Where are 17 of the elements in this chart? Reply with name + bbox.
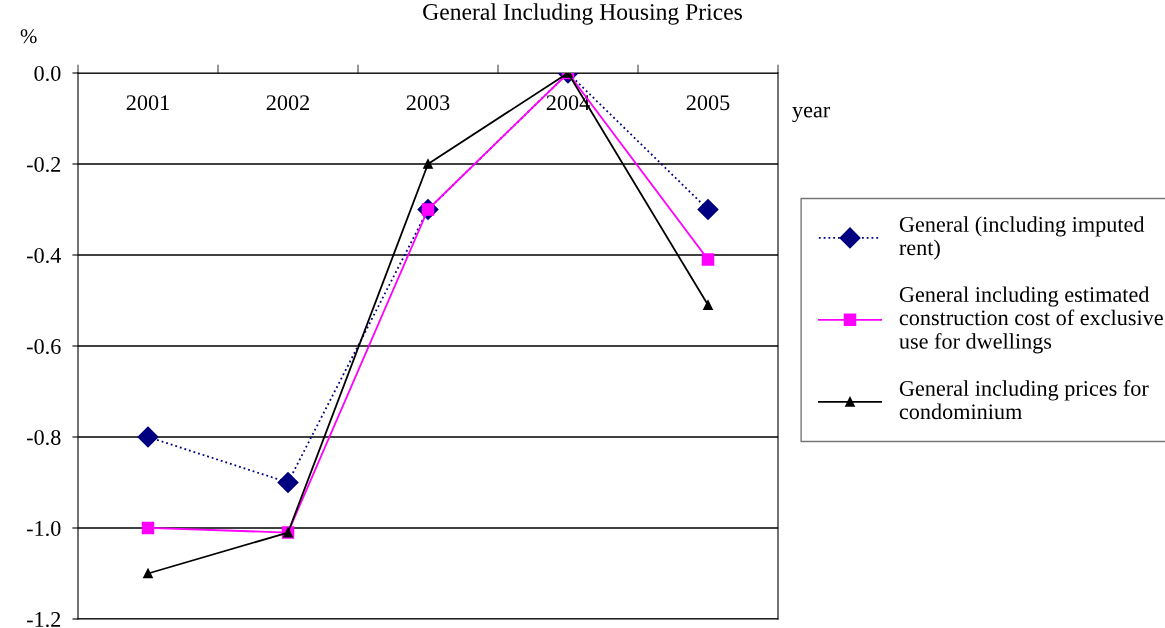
y-tick-label: -0.4 (26, 247, 61, 264)
y-tick-label: -0.6 (26, 338, 61, 355)
legend-label: General including prices for condominium (899, 380, 1149, 420)
y-tick-label: 0.0 (34, 65, 61, 82)
legend-label: General (including imputed rent) (899, 216, 1145, 260)
x-axis-title: year (792, 106, 831, 123)
x-tick-label: 2003 (406, 95, 450, 111)
x-tick-label: 2005 (686, 95, 730, 111)
x-tick-label: 2002 (266, 95, 309, 111)
y-tick-label: -1.2 (26, 611, 61, 628)
y-tick-label: -0.8 (26, 429, 61, 446)
x-tick-label: 2001 (126, 95, 169, 111)
y-tick-label: -0.2 (26, 156, 61, 173)
y-tick-label: -1.0 (26, 520, 61, 537)
legend-label: General including estimated construction cost of exclusive use for dwellings (899, 286, 1163, 354)
y-axis-title: % (20, 29, 37, 44)
chart-title: General Including Housing Prices (423, 3, 742, 25)
